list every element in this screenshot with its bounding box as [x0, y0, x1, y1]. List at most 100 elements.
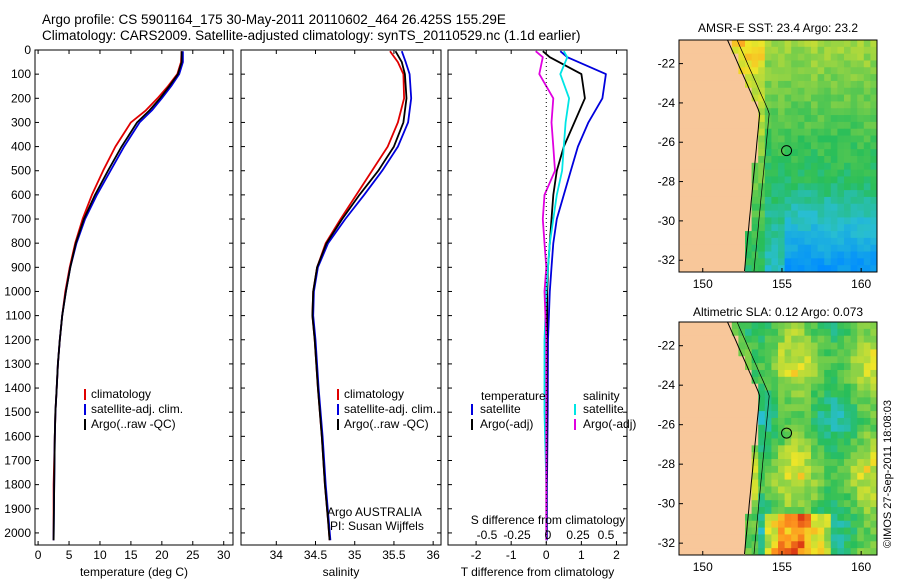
- map-cell: [863, 115, 871, 123]
- map-cell: [784, 493, 792, 501]
- map-cell: [758, 548, 766, 556]
- map-cell: [850, 452, 858, 460]
- map-cell: [725, 74, 733, 82]
- map-cell: [725, 67, 733, 75]
- map-cell: [784, 411, 792, 419]
- map-cell: [797, 251, 805, 259]
- map-cell: [830, 424, 838, 433]
- map-cell: [745, 424, 753, 433]
- map-cell: [824, 210, 832, 218]
- map-cell: [692, 459, 700, 467]
- map-cell: [797, 397, 805, 405]
- map-cell: [725, 513, 733, 522]
- map-cell: [758, 46, 766, 55]
- map-cell: [830, 162, 838, 171]
- map-cell: [758, 258, 766, 266]
- map-x-tick-label-sst_map: 160: [851, 277, 871, 291]
- map-cell: [870, 322, 878, 330]
- map-cell: [751, 445, 759, 453]
- map-cell: [784, 431, 792, 439]
- x-tick-label-temperature: 10: [93, 548, 107, 562]
- map-cell: [857, 142, 865, 150]
- map-cell: [771, 149, 779, 157]
- map-cell: [844, 513, 852, 522]
- map-cell: [685, 149, 693, 157]
- map-cell: [784, 74, 792, 82]
- map-cell: [817, 322, 825, 330]
- map-cell: [824, 80, 832, 89]
- map-cell: [712, 541, 720, 549]
- map-cell: [718, 369, 726, 378]
- map-cell: [685, 162, 693, 171]
- map-cell: [764, 135, 772, 143]
- map-cell: [797, 74, 805, 82]
- map-cell: [751, 459, 759, 467]
- map-cell: [738, 424, 746, 433]
- map-cell: [850, 417, 858, 426]
- map-cell: [830, 322, 838, 330]
- map-cell: [811, 322, 819, 330]
- map-cell: [837, 493, 845, 501]
- map-cell: [850, 135, 858, 143]
- map-cell: [738, 210, 746, 218]
- map-cell: [824, 251, 832, 259]
- map-cell: [705, 74, 713, 82]
- map-cell: [692, 190, 700, 198]
- map-cell: [850, 328, 858, 337]
- map-cell: [685, 369, 693, 378]
- map-cell: [705, 548, 713, 556]
- map-cell: [850, 53, 858, 61]
- map-cell: [692, 251, 700, 259]
- map-cell: [705, 128, 713, 137]
- map-cell: [751, 224, 759, 232]
- map-cell: [791, 465, 799, 474]
- map-cell: [679, 335, 687, 344]
- map-cell: [718, 149, 726, 157]
- map-y-tick-label-sla_map: -26: [658, 418, 676, 432]
- map-cell: [725, 465, 733, 474]
- map-cell: [817, 74, 825, 82]
- map-cell: [784, 169, 792, 177]
- map-cell: [718, 479, 726, 487]
- y-tick-label: 900: [11, 260, 31, 274]
- map-cell: [692, 479, 700, 487]
- y-tick-label: 700: [11, 212, 31, 226]
- map-cell: [712, 472, 720, 481]
- map-cell: [745, 196, 753, 205]
- map-cell: [685, 513, 693, 522]
- map-cell: [804, 190, 812, 198]
- map-cell: [712, 328, 720, 337]
- map-cell: [705, 349, 713, 357]
- map-cell: [731, 520, 739, 529]
- map-cell: [804, 210, 812, 218]
- map-cell: [837, 486, 845, 494]
- map-cell: [745, 258, 753, 266]
- map-cell: [705, 527, 713, 535]
- map-cell: [771, 376, 779, 385]
- map-cell: [738, 190, 746, 198]
- map-cell: [679, 203, 687, 212]
- map-cell: [811, 149, 819, 157]
- map-cell: [857, 251, 865, 259]
- map-cell: [824, 128, 832, 137]
- x-tick-label-temperature: 5: [66, 548, 73, 562]
- map-cell: [844, 46, 852, 55]
- axes-frame-difference: [447, 49, 628, 546]
- map-cell: [751, 217, 759, 225]
- map-cell: [731, 251, 739, 259]
- map-cell: [764, 369, 772, 378]
- map-cell: [705, 176, 713, 184]
- map-cell: [791, 108, 799, 116]
- map-cell: [725, 390, 733, 398]
- map-cell: [850, 335, 858, 344]
- map-cell: [870, 108, 878, 116]
- map-cell: [824, 176, 832, 184]
- map-cell: [725, 445, 733, 453]
- map-cell: [685, 67, 693, 75]
- map-cell: [751, 397, 759, 405]
- map-cell: [797, 438, 805, 446]
- map-cell: [738, 80, 746, 89]
- map-cell: [837, 322, 845, 330]
- map-cell: [705, 513, 713, 522]
- map-cell: [870, 156, 878, 164]
